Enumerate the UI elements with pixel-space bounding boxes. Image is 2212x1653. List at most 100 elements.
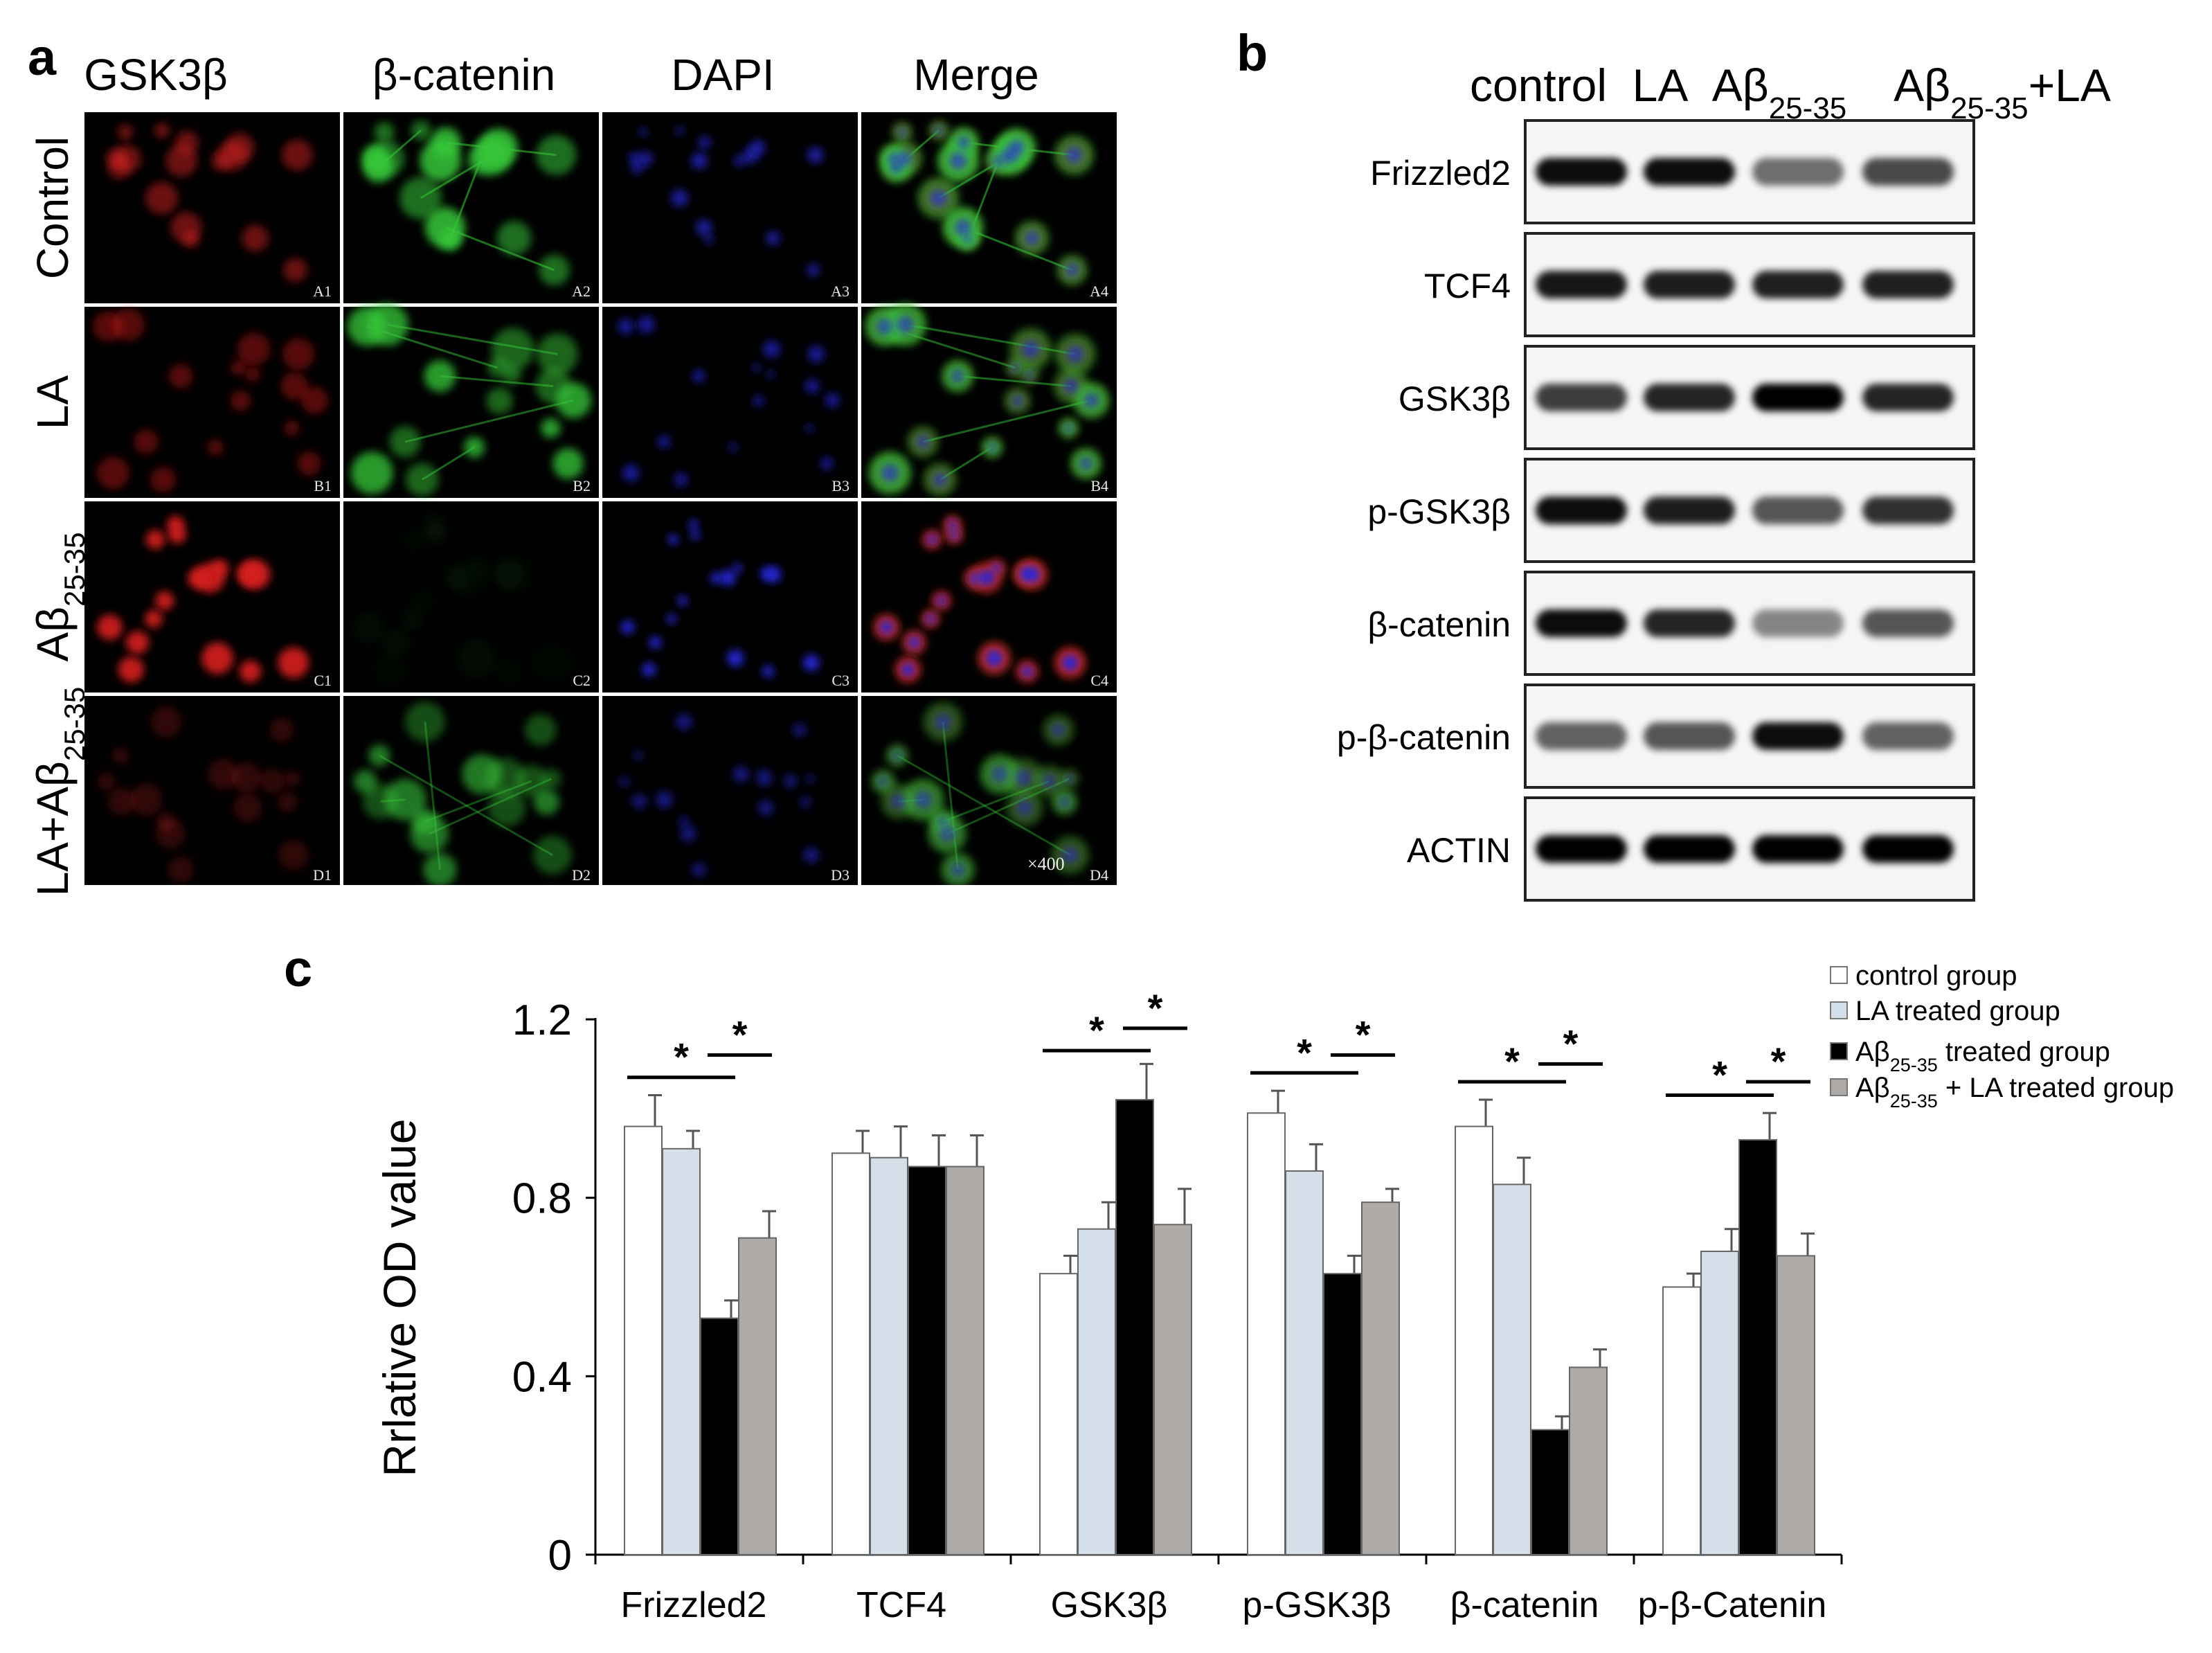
significance-star: * <box>1563 1021 1579 1065</box>
red-cell-mark <box>96 456 129 490</box>
column-label: Merge <box>913 50 1038 100</box>
green-cell-mark <box>401 607 424 631</box>
cell-label: B3 <box>831 477 849 494</box>
bar <box>1039 1273 1078 1556</box>
row-label-main: Control <box>28 136 78 279</box>
green-cell-mark <box>552 448 584 479</box>
legend-swatch <box>1830 1001 1848 1019</box>
micrograph-cell: B1 <box>84 307 340 498</box>
blot-band <box>1862 609 1954 637</box>
blot-band <box>1862 384 1954 411</box>
blue-cell-mark <box>991 766 1009 783</box>
red-cell-mark <box>231 762 262 794</box>
bar <box>1738 1138 1777 1556</box>
blot-label: TCF4 <box>1424 267 1511 305</box>
red-cell-mark <box>231 359 246 376</box>
blue-cell-mark <box>637 316 655 334</box>
micrograph-cell: B4 <box>861 303 1117 498</box>
red-cell-mark <box>260 769 285 794</box>
bar <box>1115 1098 1154 1555</box>
blue-cell-mark <box>727 650 744 667</box>
bar <box>624 1125 663 1555</box>
cell-label: C1 <box>314 672 332 689</box>
blue-cell-mark <box>807 263 820 277</box>
micrograph-cell: D2 <box>343 696 599 885</box>
blue-cell-mark <box>897 151 912 166</box>
row-label-main: Aβ <box>28 607 78 662</box>
green-cell-mark <box>381 627 411 658</box>
blue-cell-mark <box>1025 231 1039 246</box>
blue-cell-mark <box>1052 723 1065 737</box>
blue-cell-mark <box>677 596 688 606</box>
red-cell-mark <box>134 429 159 454</box>
bar <box>1777 1255 1815 1555</box>
cell-label: D1 <box>313 866 332 884</box>
cell-label: C3 <box>831 672 849 689</box>
y-tick-label: 1.2 <box>512 997 572 1044</box>
blue-cell-mark <box>1063 379 1079 394</box>
legend-label: LA treated group <box>1855 996 2060 1026</box>
micrograph-background <box>602 696 858 885</box>
blue-cell-mark <box>935 126 943 135</box>
blue-cell-mark <box>1062 847 1079 864</box>
blue-cell-mark <box>734 155 745 167</box>
blue-cell-mark <box>762 665 774 677</box>
blue-cell-mark <box>1015 769 1032 786</box>
bar <box>1077 1228 1116 1555</box>
legend-label-main: control group <box>1855 960 2017 991</box>
panel-a-column-labels: GSK3β β-catenin DAPI Merge <box>84 50 1038 100</box>
blot-band <box>1862 835 1954 863</box>
blot-band <box>1862 158 1954 186</box>
blue-cell-mark <box>1079 457 1092 470</box>
bar <box>1153 1224 1192 1555</box>
red-cell-mark <box>130 783 163 816</box>
legend-swatch <box>1830 966 1848 984</box>
blue-cell-mark <box>765 566 782 582</box>
blot-band <box>1752 609 1844 637</box>
green-cell-mark <box>541 418 561 438</box>
blue-cell-mark <box>763 340 781 358</box>
blue-cell-mark <box>926 614 935 624</box>
blue-cell-mark <box>1024 566 1041 582</box>
blue-cell-mark <box>676 126 684 135</box>
blot-band <box>1536 609 1627 637</box>
y-tick-label: 0 <box>548 1532 572 1580</box>
green-cell-mark <box>456 637 497 679</box>
lane-label-main: Aβ <box>1894 60 1950 111</box>
chart-axes: 0 0.4 0.8 1.2 Frizzled2 TCF4 GSK3β p-GSK3β β-cat… <box>512 997 1843 1625</box>
bar <box>1569 1366 1608 1555</box>
bar <box>1247 1112 1286 1555</box>
blue-cell-mark <box>951 369 964 383</box>
cell-label: A4 <box>1090 283 1108 300</box>
micrograph-cell: A3 <box>602 112 858 303</box>
row-label: LA <box>28 375 78 430</box>
green-cell-mark <box>463 436 485 458</box>
blot-row: GSK3β <box>1399 345 1975 450</box>
red-cell-mark <box>240 560 271 589</box>
red-cell-mark <box>111 747 129 765</box>
blue-cell-mark <box>901 663 915 677</box>
blue-cell-mark <box>954 219 971 236</box>
red-cell-mark <box>245 367 260 382</box>
blue-cell-mark <box>732 563 743 573</box>
x-category-label: Frizzled2 <box>621 1585 767 1625</box>
bar <box>1493 1183 1531 1555</box>
green-cell-mark <box>525 714 557 746</box>
significance-star: * <box>732 1013 748 1057</box>
blue-cell-mark <box>692 863 706 877</box>
blue-cell-mark <box>888 152 899 164</box>
red-cell-mark <box>242 224 269 252</box>
red-cell-mark <box>155 591 174 611</box>
bar <box>946 1165 984 1555</box>
blot-label: p-GSK3β <box>1367 492 1511 531</box>
y-axis-label: Rrlative OD value <box>374 1118 425 1476</box>
legend-swatch <box>1830 1042 1848 1060</box>
blue-cell-mark <box>710 572 722 584</box>
blue-cell-mark <box>678 816 690 827</box>
bar <box>870 1156 908 1555</box>
green-cell-mark <box>404 702 445 742</box>
blue-cell-mark <box>1066 346 1084 363</box>
blue-cell-mark <box>657 435 671 449</box>
micrograph-cell: A1 <box>84 112 340 303</box>
lane-label-main: control <box>1470 60 1607 111</box>
